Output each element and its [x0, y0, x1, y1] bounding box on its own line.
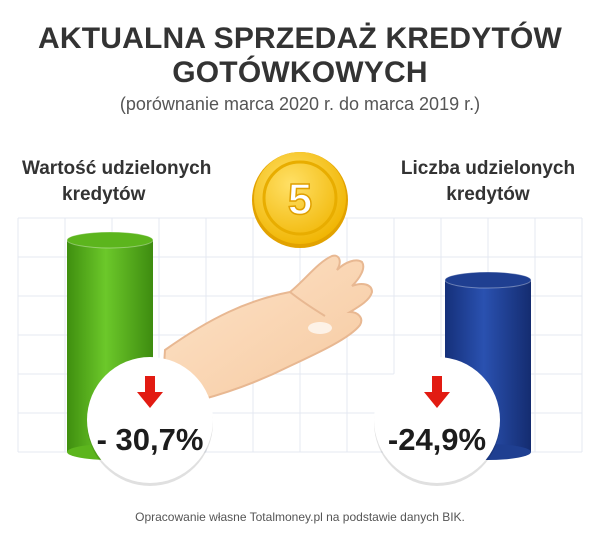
- left-bar-label: Wartość udzielonych kredytów: [22, 156, 232, 208]
- value-badge-2: -24,9%: [374, 357, 500, 486]
- title-line-2: GOTÓWKOWYCH: [172, 56, 428, 89]
- value-label: -24,9%: [388, 422, 486, 457]
- badge-circle: [87, 357, 213, 483]
- value-label: - 30,7%: [97, 422, 204, 457]
- source-note: Opracowanie własne Totalmoney.pl na pods…: [135, 510, 465, 524]
- bar-top: [66, 231, 154, 249]
- coin-label: 5: [288, 175, 312, 224]
- right-label-line-1: Liczba udzielonych: [400, 158, 576, 179]
- badge-circle: [374, 357, 500, 483]
- chart-subtitle: (porównanie marca 2020 r. do marca 2019 …: [119, 94, 481, 114]
- value-badges: - 30,7% -24,9%: [87, 357, 500, 486]
- bar-top: [444, 271, 532, 289]
- down-arrow-icon: [424, 376, 450, 408]
- value-badge-1: - 30,7%: [87, 357, 213, 486]
- chart-title: AKTUALNA SPRZEDAŻ KREDYTÓW GOTÓWKOWYCH: [0, 22, 600, 90]
- title-line-1: AKTUALNA SPRZEDAŻ KREDYTÓW: [37, 22, 563, 55]
- right-bar-label: Liczba udzielonych kredytów: [388, 156, 588, 208]
- right-label-line-2: kredytów: [446, 184, 530, 205]
- left-label-line-2: kredytów: [62, 184, 146, 205]
- coin-icon: 5: [252, 152, 348, 248]
- left-label-line-1: Wartość udzielonych: [22, 158, 212, 179]
- hand-icon: [160, 254, 374, 404]
- down-arrow-icon: [137, 376, 163, 408]
